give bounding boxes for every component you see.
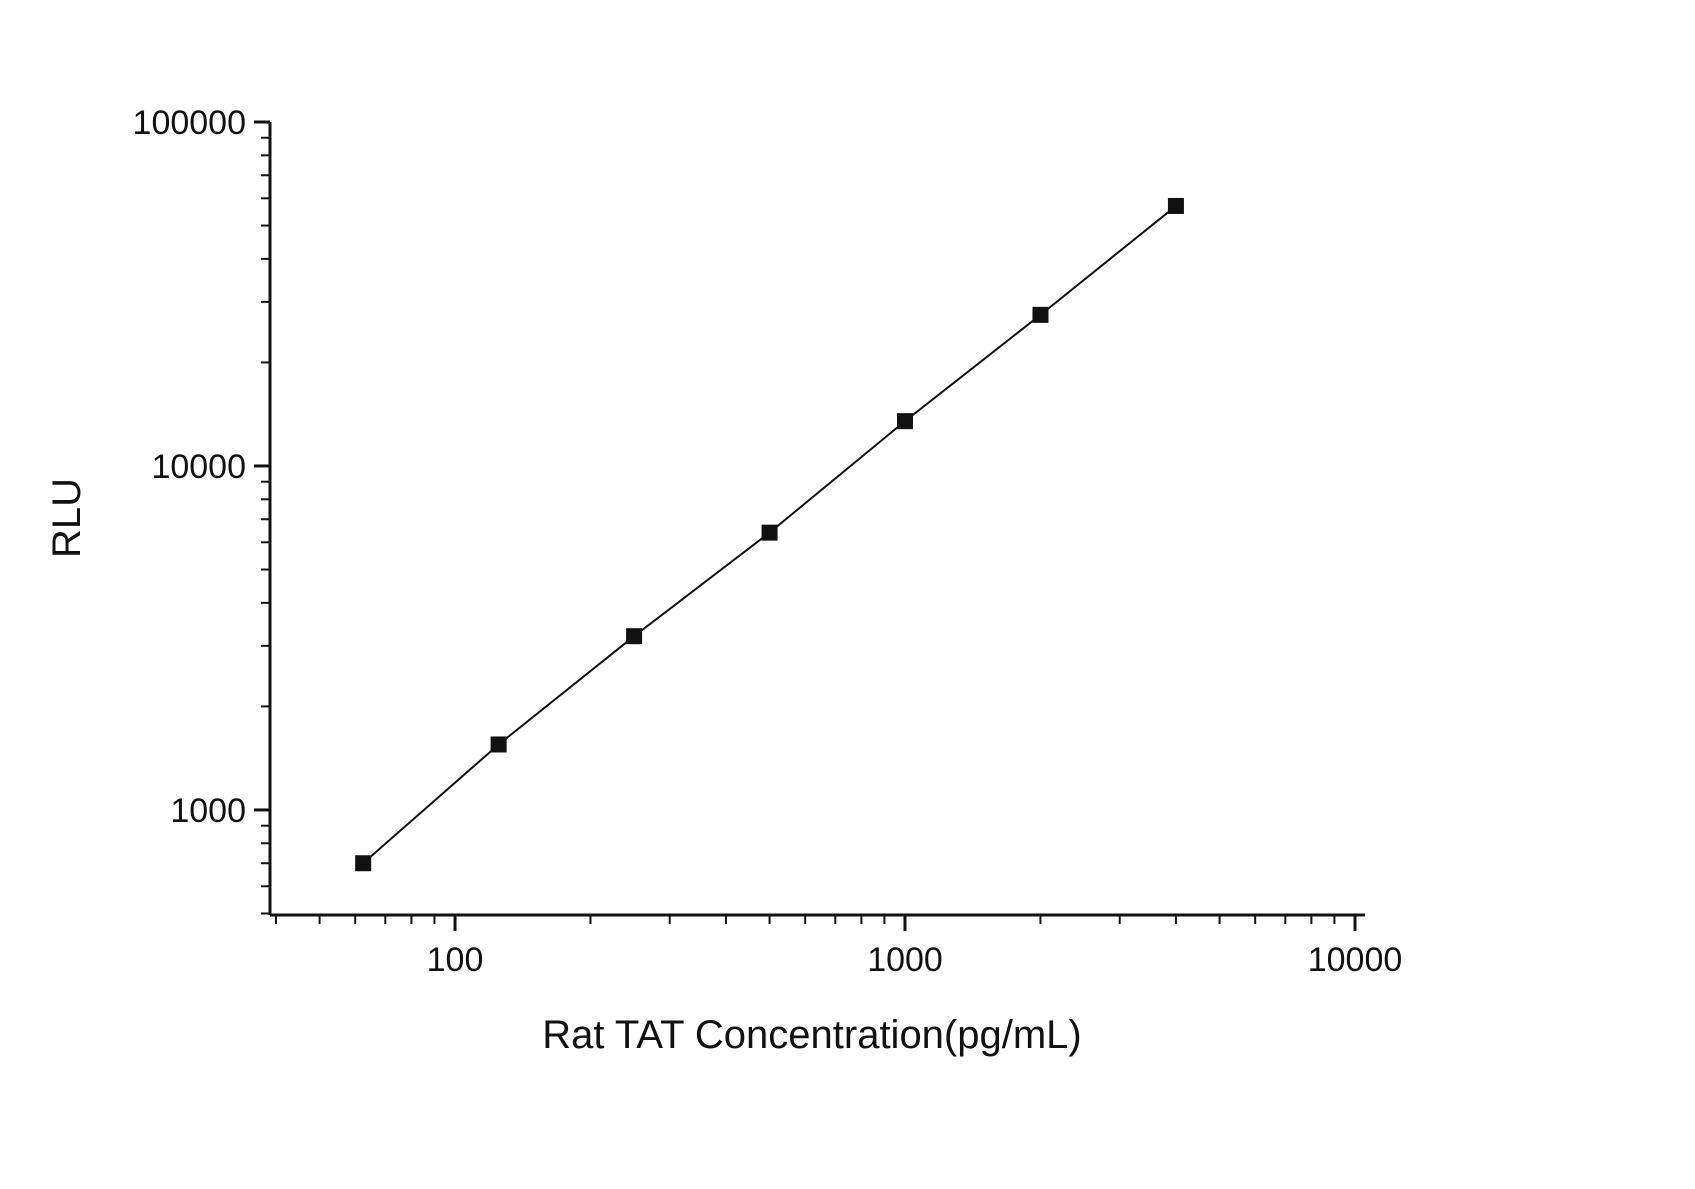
data-point-marker bbox=[897, 413, 914, 430]
x-axis-title: Rat TAT Concentration(pg/mL) bbox=[542, 1013, 1082, 1057]
data-point-marker bbox=[1167, 197, 1184, 214]
x-tick-label: 100 bbox=[427, 941, 484, 979]
y-tick-label: 100000 bbox=[133, 104, 246, 142]
y-tick-label: 10000 bbox=[151, 448, 246, 486]
data-point-marker bbox=[490, 736, 507, 753]
data-point-marker bbox=[761, 524, 778, 541]
data-point-marker bbox=[355, 855, 372, 872]
data-point-marker bbox=[1032, 306, 1049, 323]
x-tick-label: 10000 bbox=[1308, 941, 1403, 979]
data-point-marker bbox=[626, 628, 643, 645]
y-axis-title: RLU bbox=[45, 478, 89, 558]
axes-and-ticks: 100 1000 10000 1000 10000 100000 bbox=[133, 104, 1403, 979]
x-tick-label: 1000 bbox=[867, 941, 943, 979]
y-tick-label: 1000 bbox=[170, 792, 246, 830]
data-series bbox=[355, 197, 1184, 872]
